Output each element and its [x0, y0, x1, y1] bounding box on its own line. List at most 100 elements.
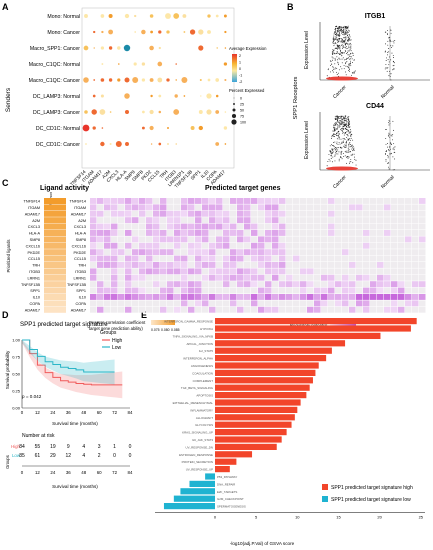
- panel-c-regulatory-cell: [167, 242, 174, 249]
- panel-b-point: [346, 53, 348, 54]
- panel-b-point: [336, 124, 338, 125]
- panel-b-point: [344, 31, 346, 33]
- panel-b-point: [337, 29, 339, 31]
- panel-c-regulatory-cell: [188, 210, 195, 217]
- panel-c-regulatory-cell: [321, 274, 328, 281]
- panel-c-regulatory-cell: [293, 262, 300, 268]
- panel-c-regulatory-cell: [139, 217, 146, 224]
- panel-d-risk-title: Number at risk: [22, 433, 55, 439]
- panel-c-regulatory-cell: [419, 281, 426, 288]
- panel-c-regulatory-cell: [97, 204, 104, 211]
- panel-b-point: [339, 33, 341, 35]
- panel-c-regulatory-cell: [398, 294, 405, 300]
- panel-b-point: [333, 133, 335, 134]
- panel-b-point: [387, 59, 389, 61]
- panel-c-regulatory-cell: [181, 300, 188, 307]
- panel-b-point: [336, 134, 337, 136]
- panel-c-regulatory-cell: [307, 249, 314, 256]
- panel-b-point: [390, 40, 392, 42]
- panel-b-point: [345, 124, 347, 126]
- panel-e-bar: [215, 458, 237, 465]
- panel-c-regulatory-cell: [412, 255, 419, 262]
- panel-c-title-right: Predicted target genes: [205, 185, 281, 192]
- panel-c-regulatory-cell: [328, 306, 335, 313]
- panel-e-bar-label: E2F_TARGETS: [217, 490, 237, 494]
- panel-e-legend-label: SPP1 predicted target signature high: [331, 485, 413, 491]
- panel-a-dot: [92, 126, 96, 130]
- panel-c-regulatory-cell: [398, 274, 405, 281]
- panel-b-point: [338, 25, 340, 27]
- panel-e-legend-swatch: [322, 484, 328, 490]
- panel-b-point: [338, 116, 340, 117]
- panel-a-dot: [100, 46, 105, 50]
- panel-b-point: [392, 65, 394, 67]
- panel-c-regulatory-cell: [384, 249, 391, 256]
- panel-b-point: [346, 133, 348, 135]
- panel-c-regulatory-cell: [153, 255, 160, 262]
- panel-b-point: [345, 144, 347, 146]
- panel-c-regulatory-cell: [370, 249, 377, 256]
- panel-c-regulatory-cell: [405, 198, 412, 204]
- panel-c-regulatory-cell: [195, 281, 202, 288]
- panel-c-regulatory-cell: [139, 249, 146, 256]
- panel-b-point: [343, 128, 345, 130]
- panel-b-point: [352, 53, 354, 54]
- panel-b-point: [349, 142, 351, 144]
- panel-c-regulatory-cell: [167, 262, 174, 268]
- panel-b-point: [344, 144, 346, 146]
- panel-b-point: [332, 68, 334, 70]
- panel-b-plot-ylabel: Expression Level: [304, 31, 310, 69]
- panel-c-regulatory-cell: [321, 204, 328, 211]
- panel-c-regulatory-cell: [356, 281, 363, 288]
- panel-a-dot: [175, 63, 177, 65]
- panel-b-point: [344, 49, 346, 51]
- panel-c-regulatory-cell: [97, 210, 104, 217]
- panel-c-regulatory-cell: [195, 255, 202, 262]
- panel-b-point: [334, 128, 336, 130]
- panel-c-regulatory-cell: [363, 204, 370, 211]
- panel-b-point: [388, 48, 390, 49]
- panel-e-x-tick: 10: [295, 514, 300, 519]
- panel-c-regulatory-cell: [97, 268, 104, 275]
- panel-b-point: [353, 59, 355, 61]
- panel-b-point: [340, 66, 342, 68]
- panel-b-point: [341, 27, 343, 29]
- panel-b-point: [333, 142, 335, 144]
- panel-b-point: [341, 52, 343, 54]
- panel-c-regulatory-cell: [181, 236, 188, 243]
- panel-c-regulatory-cell: [412, 287, 419, 294]
- panel-b-point: [339, 58, 341, 60]
- panel-b-point: [337, 115, 339, 117]
- panel-b-point: [330, 61, 332, 63]
- panel-c-regulatory-cell: [125, 274, 132, 281]
- panel-c-regulatory-cell: [300, 242, 307, 249]
- panel-a-dot: [207, 30, 211, 34]
- panel-c-regulatory-cell: [405, 217, 412, 224]
- panel-c-regulatory-cell: [216, 262, 223, 268]
- panel-c-regulatory-cell: [279, 210, 286, 217]
- panel-b-point: [344, 28, 346, 30]
- panel-b-point: [338, 116, 339, 118]
- panel-c-regulatory-cell: [111, 198, 118, 204]
- panel-b-point: [328, 158, 330, 160]
- panel-c-regulatory-cell: [307, 230, 314, 236]
- panel-b-point: [326, 165, 328, 167]
- panel-c-regulatory-cell: [258, 294, 265, 300]
- panel-b-point: [388, 120, 390, 122]
- panel-c-regulatory-cell: [188, 274, 195, 281]
- panel-c-regulatory-cell: [321, 255, 328, 262]
- panel-c-regulatory-cell: [209, 294, 216, 300]
- panel-b-point: [347, 29, 349, 31]
- panel-c-regulatory-cell: [363, 262, 370, 268]
- panel-a-dot: [173, 109, 180, 115]
- panel-c-regulatory-cell: [335, 300, 342, 307]
- panel-a-dot: [207, 78, 211, 82]
- panel-c-regulatory-cell: [139, 268, 146, 275]
- panel-b-point: [350, 62, 351, 64]
- panel-b-point: [351, 144, 353, 146]
- panel-c-regulatory-cell: [363, 242, 370, 249]
- panel-c-regulatory-cell: [244, 210, 251, 217]
- panel-c-ligand-activity-cell: [44, 249, 66, 256]
- panel-d-x-tick: 48: [81, 410, 86, 415]
